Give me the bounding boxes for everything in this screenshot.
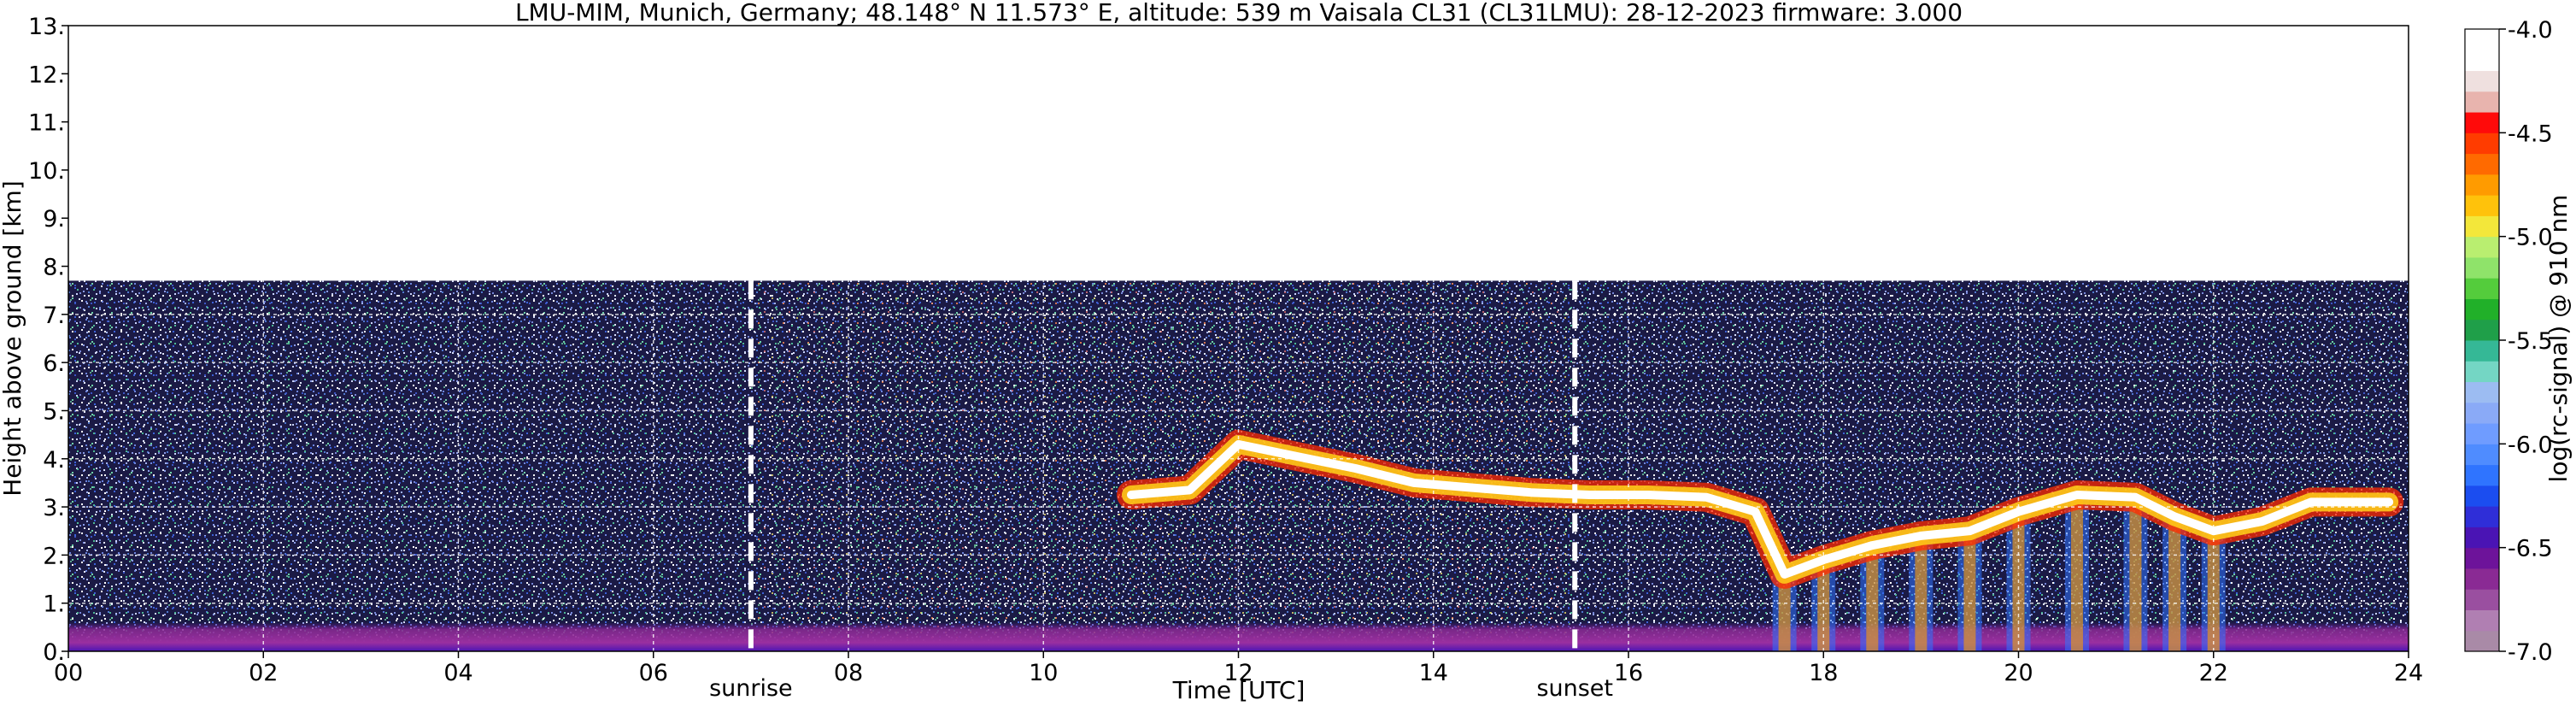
colorbar-tick-label: -5.5 — [2508, 328, 2553, 355]
y-tick-label: 4. — [43, 447, 65, 474]
precipitation-core — [2168, 516, 2181, 651]
colorbar-segment — [2465, 464, 2499, 486]
x-tick-label: 06 — [639, 660, 668, 686]
y-tick-label: 12. — [28, 62, 65, 88]
precipitation-core — [2129, 497, 2142, 651]
x-tick-label: 12 — [1223, 660, 1253, 686]
colorbar-segment — [2465, 132, 2499, 155]
colorbar-tick-label: -5.0 — [2508, 225, 2553, 251]
colorbar-segment — [2465, 319, 2499, 341]
y-tick-label: 7. — [43, 303, 65, 329]
colorbar-label: log(rc-signal) @ 910 nm — [2544, 195, 2573, 483]
y-tick-label: 11. — [28, 110, 65, 137]
precipitation-core — [1963, 531, 1976, 651]
sun-marker-labels: sunrise sunset — [709, 675, 1613, 702]
x-tick-label: 24 — [2394, 660, 2423, 686]
y-tick-label: 10. — [28, 158, 65, 185]
colorbar-segment — [2465, 29, 2499, 50]
y-tick-label: 6. — [43, 350, 65, 377]
x-tick-label: 10 — [1029, 660, 1058, 686]
y-tick-label: 5. — [43, 398, 65, 425]
x-tick-label: 04 — [443, 660, 472, 686]
daytime-noise-overlay — [750, 280, 1576, 651]
cloud-layer-core — [1127, 439, 2394, 579]
precipitation-core — [2207, 531, 2220, 651]
colorbar-segment — [2465, 50, 2499, 72]
colorbar-segment — [2465, 174, 2499, 196]
colorbar-segment — [2465, 70, 2499, 92]
precipitation-core — [1866, 545, 1879, 651]
colorbar-segment — [2465, 278, 2499, 299]
chart-title: LMU-MIM, Munich, Germany; 48.148° N 11.5… — [515, 0, 1963, 26]
colorbar-segment — [2465, 444, 2499, 466]
x-tick-label: 16 — [1614, 660, 1643, 686]
x-axis-ticks: 00 02 04 06 08 10 12 14 16 18 20 22 24 — [54, 651, 2423, 686]
sunset-label: sunset — [1536, 675, 1613, 702]
colorbar-segment — [2465, 112, 2499, 133]
sunrise-label: sunrise — [709, 675, 793, 702]
colorbar-segment — [2465, 506, 2499, 527]
grid-lines — [68, 26, 2409, 651]
colorbar-segment — [2465, 568, 2499, 590]
precipitation-streaks — [1772, 495, 2226, 651]
colorbar-segment — [2465, 589, 2499, 610]
y-axis-ticks: 0. 1. 2. 3. 4. 5. 6. 7. 8. 9. 10. 11. 12. 13. — [28, 14, 68, 666]
y-tick-label: 2. — [43, 543, 65, 569]
x-tick-label: 00 — [54, 660, 83, 686]
colorbar-segment — [2465, 340, 2499, 362]
colorbar-tick-label: -6.5 — [2508, 536, 2553, 562]
y-tick-label: 8. — [43, 255, 65, 281]
x-tick-label: 18 — [1809, 660, 1838, 686]
colorbar-segment — [2465, 298, 2499, 321]
x-tick-label: 14 — [1419, 660, 1448, 686]
x-tick-label: 22 — [2199, 660, 2228, 686]
colorbar-segment — [2465, 236, 2499, 258]
precipitation-core — [2070, 495, 2083, 651]
colorbar: -4.0 -4.5 -5.0 -5.5 -6.0 -6.5 -7.0 — [2464, 17, 2553, 666]
colorbar-segment — [2465, 423, 2499, 444]
colorbar-segment — [2465, 381, 2499, 403]
colorbar-segment — [2465, 256, 2499, 279]
colorbar-segment — [2465, 547, 2499, 569]
colorbar-segment — [2465, 630, 2499, 652]
y-tick-label: 0. — [43, 639, 65, 666]
x-tick-label: 02 — [249, 660, 278, 686]
y-axis-label: Height above ground [km] — [0, 180, 26, 497]
y-tick-label: 3. — [43, 495, 65, 521]
y-tick-label: 1. — [43, 591, 65, 618]
x-tick-label: 20 — [2004, 660, 2033, 686]
precipitation-core — [1915, 535, 1928, 651]
colorbar-segment — [2465, 485, 2499, 507]
colorbar-segment — [2465, 527, 2499, 549]
colorbar-segment — [2465, 609, 2499, 632]
colorbar-tick-label: -4.0 — [2508, 17, 2553, 44]
colorbar-segment — [2465, 91, 2499, 113]
colorbar-segment — [2465, 361, 2499, 383]
colorbar-segment — [2465, 153, 2499, 175]
y-tick-label: 13. — [28, 14, 65, 40]
precipitation-core — [1817, 560, 1830, 651]
colorbar-tick-label: -6.0 — [2508, 432, 2553, 458]
colorbar-tick-label: -7.0 — [2508, 639, 2553, 666]
precipitation-core — [1778, 574, 1791, 651]
colorbar-segment — [2465, 215, 2499, 238]
sun-marker-lines — [748, 280, 1578, 651]
x-tick-label: 08 — [834, 660, 863, 686]
x-axis-label: Time [UTC] — [1172, 676, 1306, 704]
y-tick-label: 9. — [43, 206, 65, 232]
colorbar-segment — [2465, 402, 2499, 424]
colorbar-tick-label: -4.5 — [2508, 121, 2553, 147]
colorbar-segment — [2465, 195, 2499, 216]
